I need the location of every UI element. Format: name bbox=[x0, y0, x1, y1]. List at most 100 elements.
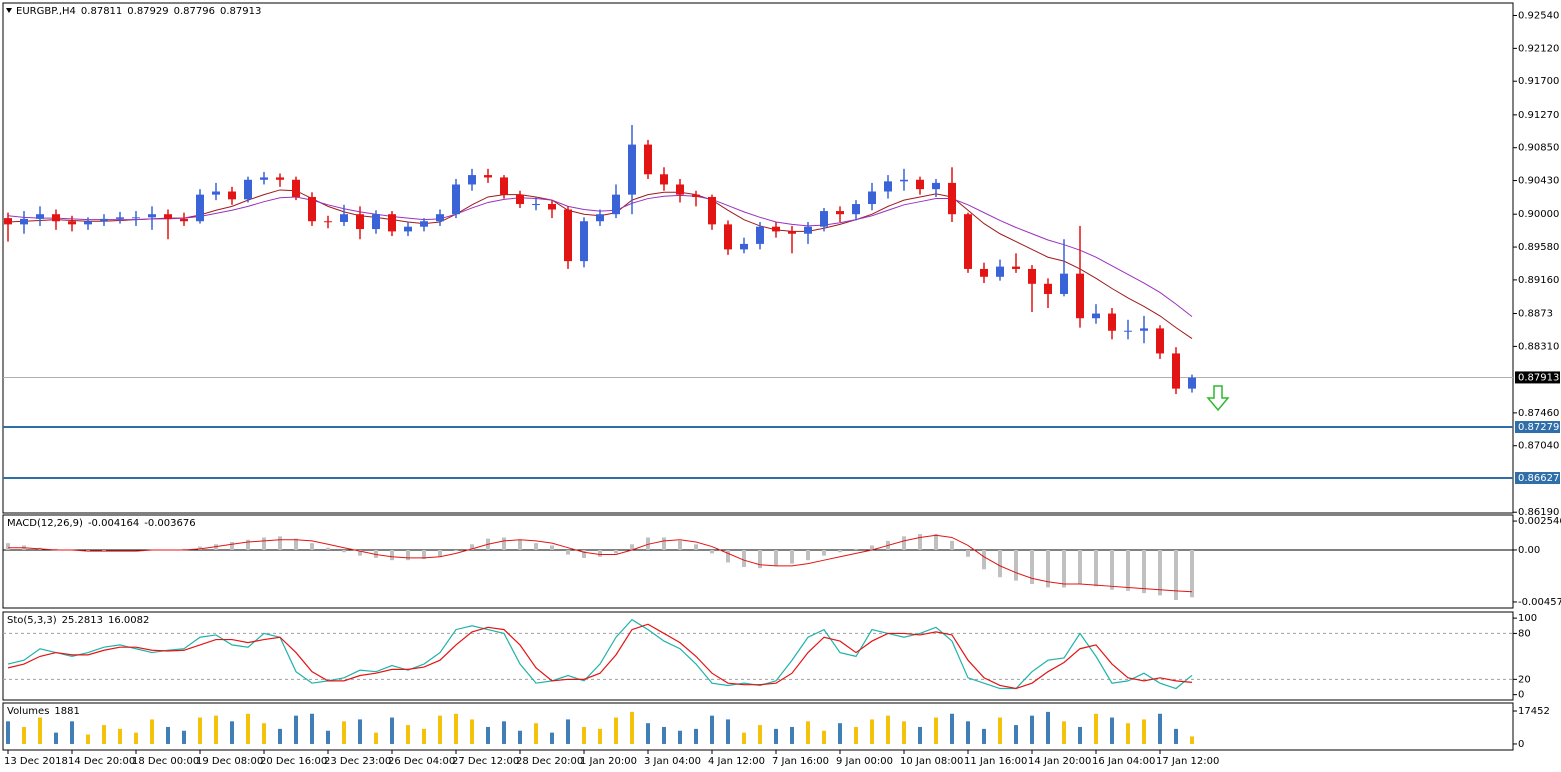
volume-bar bbox=[134, 732, 138, 744]
volume-bar bbox=[230, 721, 234, 744]
stoch-main bbox=[7, 618, 1193, 690]
macd-bar bbox=[1030, 549, 1034, 585]
candle-body bbox=[468, 175, 476, 185]
macd-bar bbox=[630, 544, 634, 550]
macd-bar bbox=[918, 534, 922, 550]
volume-bar bbox=[550, 732, 554, 744]
volume-bar bbox=[326, 730, 330, 744]
level-tag bbox=[1515, 472, 1560, 485]
macd-bar bbox=[246, 539, 250, 550]
header-value: 16.0082 bbox=[108, 615, 149, 626]
candle-body bbox=[564, 209, 572, 262]
macd-bar bbox=[934, 534, 938, 550]
y-tick-label: 0.002546 bbox=[1518, 516, 1561, 527]
header-value: -0.003676 bbox=[144, 518, 195, 529]
volume-bar bbox=[790, 726, 794, 744]
y-tick-label: -0.004578 bbox=[1518, 597, 1561, 608]
macd-bar bbox=[566, 549, 570, 555]
volume-bar bbox=[934, 717, 938, 744]
volume-bar bbox=[1126, 723, 1130, 744]
macd-bar bbox=[326, 547, 330, 550]
candle-body bbox=[228, 191, 236, 200]
y-tick-label: 0.91700 bbox=[1518, 76, 1559, 87]
volume-bar bbox=[486, 726, 490, 744]
panel-header: MACD(12,26,9) -0.004164 -0.003676 bbox=[7, 518, 196, 529]
macd-bar bbox=[1046, 549, 1050, 588]
macd-bar bbox=[838, 549, 842, 553]
candle-body bbox=[180, 218, 188, 222]
candle-body bbox=[580, 221, 588, 262]
header-value: -0.004164 bbox=[88, 518, 139, 529]
volume-bar bbox=[278, 728, 282, 744]
volume-bar bbox=[710, 715, 714, 744]
stoch-signal bbox=[7, 623, 1193, 690]
candle-body bbox=[708, 196, 716, 225]
macd-bar bbox=[1158, 549, 1162, 596]
candle-body bbox=[500, 177, 508, 195]
panel-header: Sto(5,3,3) 25.2813 16.0082 bbox=[7, 615, 149, 626]
macd-bar bbox=[470, 544, 474, 550]
candle-body bbox=[1060, 273, 1068, 294]
panel-title: Sto(5,3,3) bbox=[7, 615, 57, 626]
candle-body bbox=[68, 221, 76, 225]
macd-bar bbox=[1142, 549, 1146, 594]
y-tick-label: 0 bbox=[1518, 690, 1524, 701]
macd-bar bbox=[646, 537, 650, 550]
volume-bar bbox=[1190, 736, 1194, 744]
candle-body bbox=[1012, 266, 1020, 269]
macd-bar bbox=[230, 542, 234, 550]
candle-body bbox=[116, 217, 124, 219]
volume-bar bbox=[22, 726, 26, 744]
macd-bar bbox=[1094, 549, 1098, 587]
macd-bar bbox=[982, 549, 986, 570]
candle-body bbox=[516, 194, 524, 205]
candle-body bbox=[52, 214, 60, 222]
volume-bar bbox=[198, 717, 202, 744]
macd-bar bbox=[534, 543, 538, 550]
candle-body bbox=[596, 214, 604, 222]
y-tick-label: 0.8873 bbox=[1518, 309, 1553, 320]
candle-body bbox=[276, 177, 284, 180]
volume-bar bbox=[598, 728, 602, 744]
volume-bar bbox=[1030, 715, 1034, 744]
volume-bar bbox=[214, 715, 218, 744]
x-tick-label: 14 Dec 20:00 bbox=[68, 756, 135, 767]
candle-body bbox=[484, 175, 492, 178]
candle-body bbox=[452, 184, 460, 215]
x-tick-label: 18 Dec 00:00 bbox=[132, 756, 199, 767]
x-tick-label: 9 Jan 00:00 bbox=[836, 756, 893, 767]
candle-body bbox=[548, 204, 556, 210]
candle-body bbox=[1188, 377, 1196, 389]
x-tick-label: 10 Jan 08:00 bbox=[900, 756, 963, 767]
y-tick-label: 0.00 bbox=[1518, 545, 1540, 556]
x-tick-label: 14 Jan 20:00 bbox=[1028, 756, 1091, 767]
volume-bar bbox=[1142, 719, 1146, 744]
volume-bar bbox=[534, 723, 538, 744]
volume-bar bbox=[742, 732, 746, 744]
y-tick-label: 17452 bbox=[1518, 706, 1550, 717]
volume-bar bbox=[870, 719, 874, 744]
y-tick-label: 100 bbox=[1518, 613, 1537, 624]
volume-bar bbox=[614, 717, 618, 744]
candle-body bbox=[804, 226, 812, 234]
menu-triangle[interactable] bbox=[6, 8, 12, 13]
macd-bar bbox=[598, 549, 602, 557]
candle-body bbox=[1140, 328, 1148, 331]
candle-body bbox=[1028, 268, 1036, 284]
macd-bar bbox=[182, 548, 186, 550]
candle-body bbox=[948, 182, 956, 215]
macd-bar bbox=[54, 548, 58, 550]
y-tick-label: 0.90000 bbox=[1518, 209, 1559, 220]
header-value: 0.87796 bbox=[174, 6, 215, 17]
y-tick-label: 0.89160 bbox=[1518, 275, 1559, 286]
macd-bar bbox=[438, 549, 442, 557]
level-tag bbox=[1515, 421, 1560, 434]
volume-bar bbox=[310, 713, 314, 744]
volume-bar bbox=[470, 719, 474, 744]
candle-body bbox=[436, 214, 444, 222]
macd-bar bbox=[806, 549, 810, 561]
candle-body bbox=[788, 231, 796, 234]
macd-bar bbox=[454, 549, 458, 552]
candle-body bbox=[388, 214, 396, 232]
